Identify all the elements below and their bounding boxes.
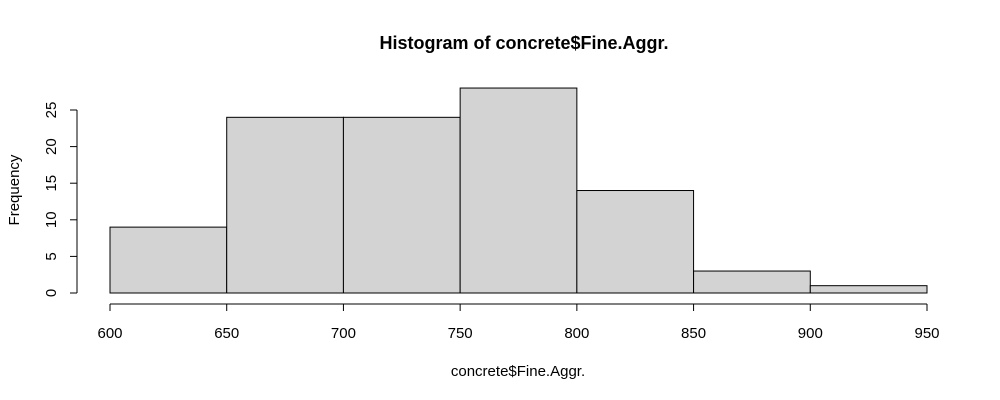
histogram-bar-2	[342, 116, 461, 294]
x-tick-label: 650	[214, 325, 239, 342]
x-axis-label: concrete$Fine.Aggr.	[451, 363, 585, 380]
histogram-bar-3	[459, 87, 578, 294]
x-tick-label: 700	[331, 325, 356, 342]
x-tick-label: 850	[681, 325, 706, 342]
histogram-bar-6	[809, 285, 928, 294]
x-tick-label: 900	[798, 325, 823, 342]
histogram-bar-1	[226, 116, 344, 294]
x-tick-label: 600	[97, 325, 122, 342]
chart-title: Histogram of concrete$Fine.Aggr.	[379, 33, 668, 53]
y-axis-label: Frequency	[6, 154, 23, 225]
x-axis: 600 650 700 750 800 850 900 950	[97, 303, 940, 342]
histogram-bar-5	[693, 270, 811, 294]
y-axis: 0 5 10 15 20 25	[43, 102, 78, 297]
x-tick-label: 950	[914, 325, 939, 342]
y-tick-label: 15	[43, 175, 60, 192]
y-tick-label: 0	[43, 289, 60, 297]
bars-group	[109, 87, 928, 294]
histogram-bar-4	[576, 190, 695, 294]
histogram-bar-0	[109, 226, 228, 294]
y-tick-label: 20	[43, 138, 60, 155]
y-tick-label: 10	[43, 211, 60, 228]
y-tick-label: 5	[43, 252, 60, 260]
y-tick-label: 25	[43, 102, 60, 119]
x-tick-label: 750	[448, 325, 473, 342]
x-tick-label: 800	[564, 325, 589, 342]
